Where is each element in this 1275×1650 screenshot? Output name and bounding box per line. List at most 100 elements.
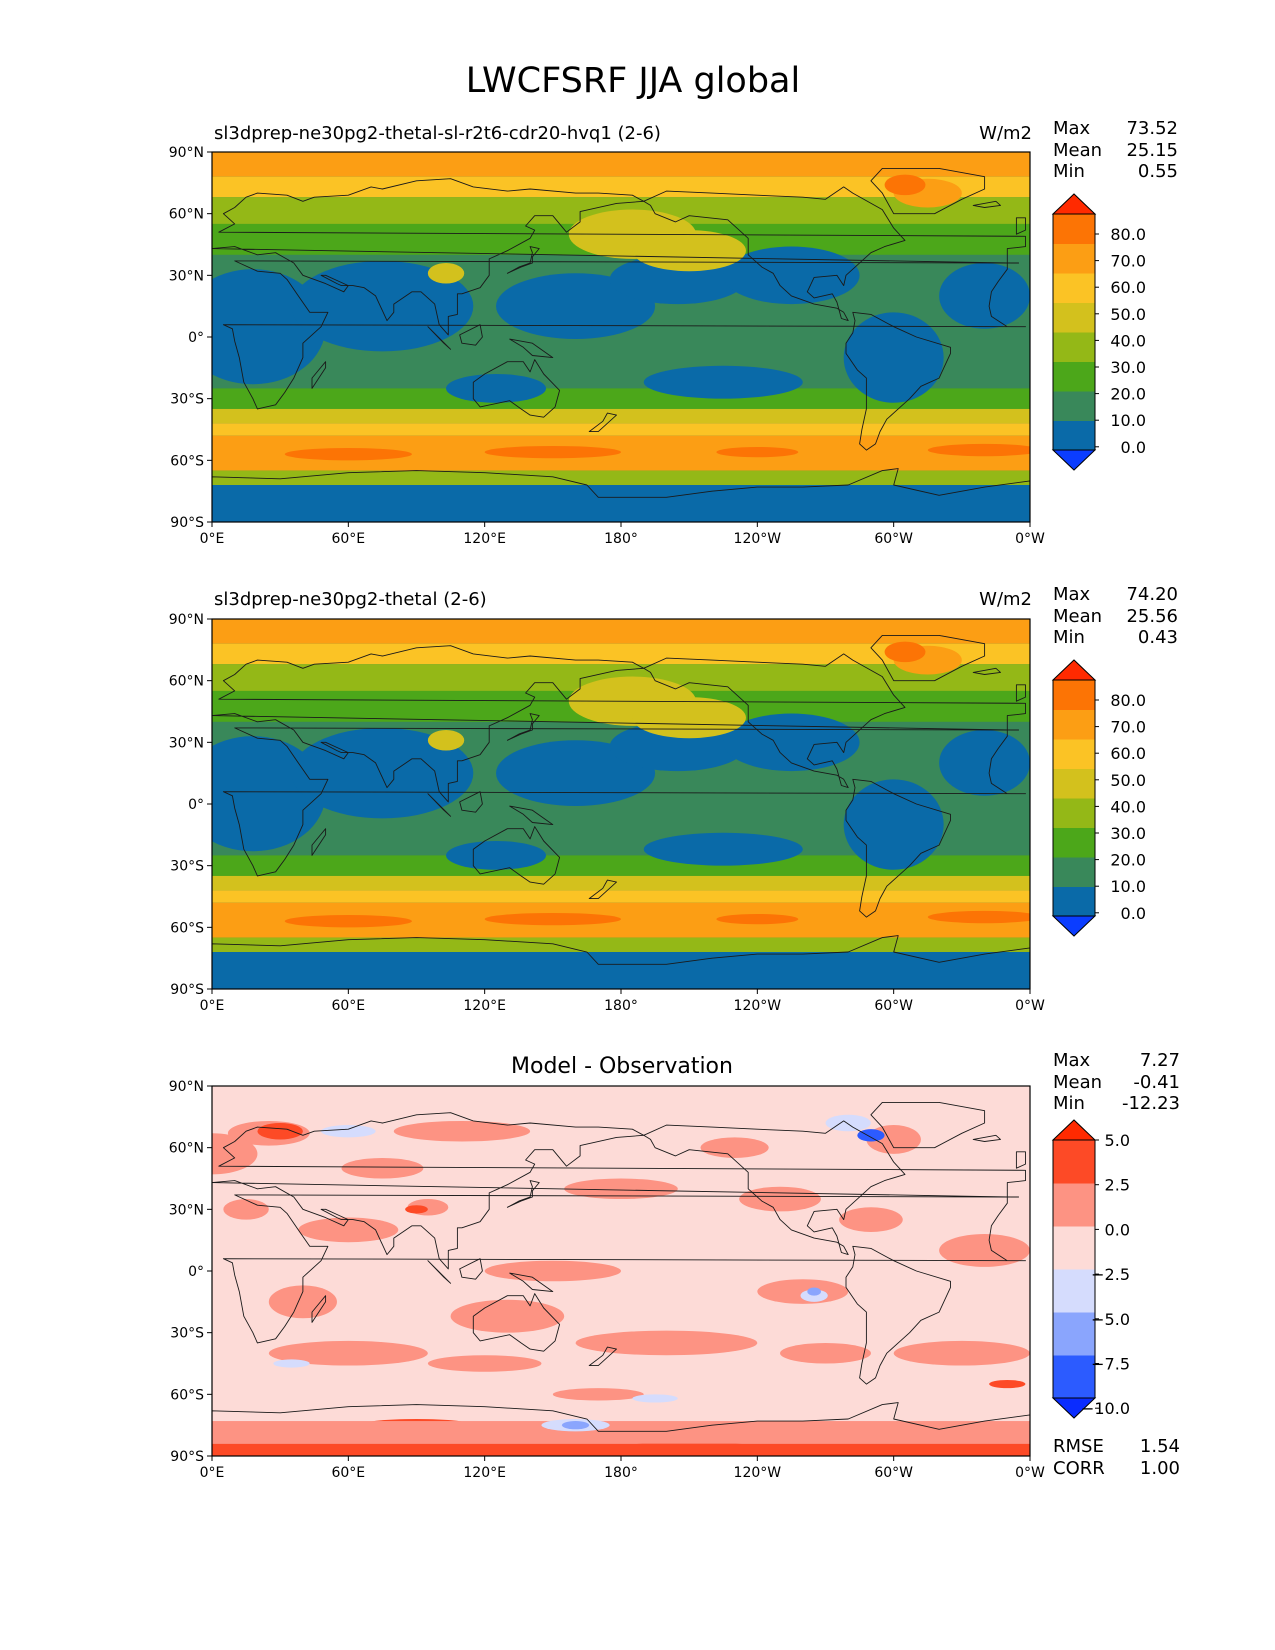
lat-tick-label: 90°S: [170, 982, 204, 998]
panel-3-corr-value: 1.00: [1140, 1458, 1180, 1479]
lat-tick-label: 30°N: [169, 268, 204, 284]
colorbar-tick-label: 10.0: [1110, 411, 1146, 430]
panel-2-mean-value: 25.56: [1126, 606, 1178, 627]
field-patch: [496, 273, 656, 340]
lat-tick-label: 90°S: [170, 515, 204, 531]
coastline: [972, 1134, 1001, 1142]
field-patch: [893, 1340, 1030, 1366]
colorbar-extend-top: [1051, 659, 1097, 681]
colorbar-segment: [1053, 1355, 1095, 1399]
colorbar-tick-label: 0.0: [1121, 438, 1146, 457]
coastline: [870, 634, 986, 682]
field-patch: [757, 1279, 849, 1304]
colorbar-segment: [1053, 420, 1095, 451]
panel-3-rmse-label: RMSE: [1053, 1436, 1104, 1457]
field-patch: [284, 448, 412, 461]
lat-tick-label: 60°S: [170, 1387, 204, 1403]
panel-1-mean-label: Mean: [1053, 140, 1102, 161]
field-patch: [632, 230, 746, 272]
lon-tick-label: 120°W: [734, 531, 782, 547]
colorbar-tick-label: 50.0: [1110, 771, 1146, 790]
lat-tick-label: 30°S: [170, 392, 204, 408]
field-patch: [321, 1125, 376, 1138]
field-patch: [723, 713, 860, 772]
lat-tick-label: 0°: [188, 1264, 204, 1280]
panel-1-title: sl3dprep-ne30pg2-thetal-sl-r2t6-cdr20-hv…: [214, 123, 661, 144]
lat-tick-label: 30°S: [170, 859, 204, 875]
panel-1-axes: 90°N 60°N 30°N 0° 30°S 60°S 90°S0°E 60°E 120°E 18…: [169, 145, 1045, 547]
coastline: [212, 468, 1030, 522]
panel-1-colorbar: 80.0 70.0 60.0 50.0 40.0 30.0 20.0 10.0 0.0: [1051, 193, 1146, 471]
colorbar-tick-label: −5.0: [1091, 1310, 1130, 1329]
coastline: [212, 935, 1030, 989]
coastline: [972, 667, 1001, 675]
colorbar-segment: [1053, 1140, 1095, 1184]
field-patch: [716, 446, 799, 458]
lat-tick-label: 90°N: [169, 612, 204, 628]
field-patch: [716, 913, 799, 925]
coastline: [845, 1245, 951, 1385]
lon-tick-label: 120°E: [463, 998, 506, 1014]
colorbar-segment: [1053, 680, 1095, 710]
panel-3-title: Model - Observation: [511, 1054, 733, 1079]
panel-3-min-value: -12.23: [1122, 1093, 1180, 1114]
panel-3-corr-label: CORR: [1053, 1458, 1105, 1479]
lon-tick-label: 60°W: [874, 1465, 913, 1481]
field-band: [212, 176, 1030, 198]
colorbar-frame: [1052, 1139, 1096, 1399]
lat-tick-label: 60°N: [169, 1141, 204, 1157]
colorbar-tick-label: −7.5: [1091, 1355, 1130, 1374]
colorbar-tick-label: 70.0: [1110, 252, 1146, 271]
field-patch: [223, 1199, 269, 1220]
colorbar-frame: [1052, 213, 1096, 451]
lon-tick-label: 0°E: [200, 1465, 225, 1481]
lon-tick-label: 60°W: [874, 998, 913, 1014]
field-patch: [939, 730, 1030, 796]
panel-2-units: W/m2: [979, 589, 1032, 610]
lon-tick-label: 180°: [604, 1465, 638, 1481]
field-band: [212, 643, 1030, 665]
field-band: [212, 388, 1030, 409]
panel-3-colorbar: 5.0 2.5 0.0 −2.5 −5.0 −7.5 −10.0: [1051, 1119, 1130, 1419]
field-patch: [561, 1421, 590, 1430]
field-patch: [857, 1129, 885, 1142]
field-patch: [643, 832, 803, 866]
coastline: [506, 1180, 540, 1208]
field-patch: [632, 1394, 678, 1403]
field-band: [212, 855, 1030, 876]
lat-tick-label: 30°N: [169, 735, 204, 751]
coastline: [472, 826, 561, 885]
field-patch: [825, 1114, 871, 1132]
field-band: [212, 952, 1030, 989]
lon-tick-label: 0°E: [200, 998, 225, 1014]
coastline: [588, 412, 617, 433]
colorbar-segment: [1053, 214, 1095, 244]
field-band: [212, 408, 1030, 424]
coastline: [870, 167, 986, 215]
figure-title: LWCFSRF JJA global: [466, 61, 800, 101]
panel-2-max-label: Max: [1053, 584, 1091, 605]
panel-3-map: [212, 1086, 1030, 1456]
field-patch: [450, 1299, 565, 1333]
colorbar-segment: [1053, 1226, 1095, 1270]
coastline: [509, 338, 554, 359]
field-patch: [839, 1207, 903, 1232]
coastline: [472, 359, 561, 418]
lon-tick-label: 180°: [604, 531, 638, 547]
field-patch: [341, 1157, 424, 1179]
colorbar-segment: [1053, 768, 1095, 799]
lat-tick-label: 60°N: [169, 207, 204, 223]
lat-tick-label: 30°N: [169, 1202, 204, 1218]
field-band: [212, 937, 1030, 952]
panel-3-min-label: Min: [1053, 1093, 1085, 1114]
lat-tick-label: 30°S: [170, 1326, 204, 1342]
field-patch: [700, 1137, 769, 1158]
panel-3-mean-label: Mean: [1053, 1072, 1102, 1093]
colorbar-tick-label: 30.0: [1110, 824, 1146, 843]
field-patch: [405, 1205, 428, 1214]
colorbar-tick-label: −2.5: [1091, 1265, 1130, 1284]
panel-1-min-value: 0.55: [1138, 161, 1178, 182]
field-patch: [739, 1186, 821, 1212]
panel-1-min-label: Min: [1053, 161, 1085, 182]
lon-tick-label: 120°W: [734, 1465, 782, 1481]
